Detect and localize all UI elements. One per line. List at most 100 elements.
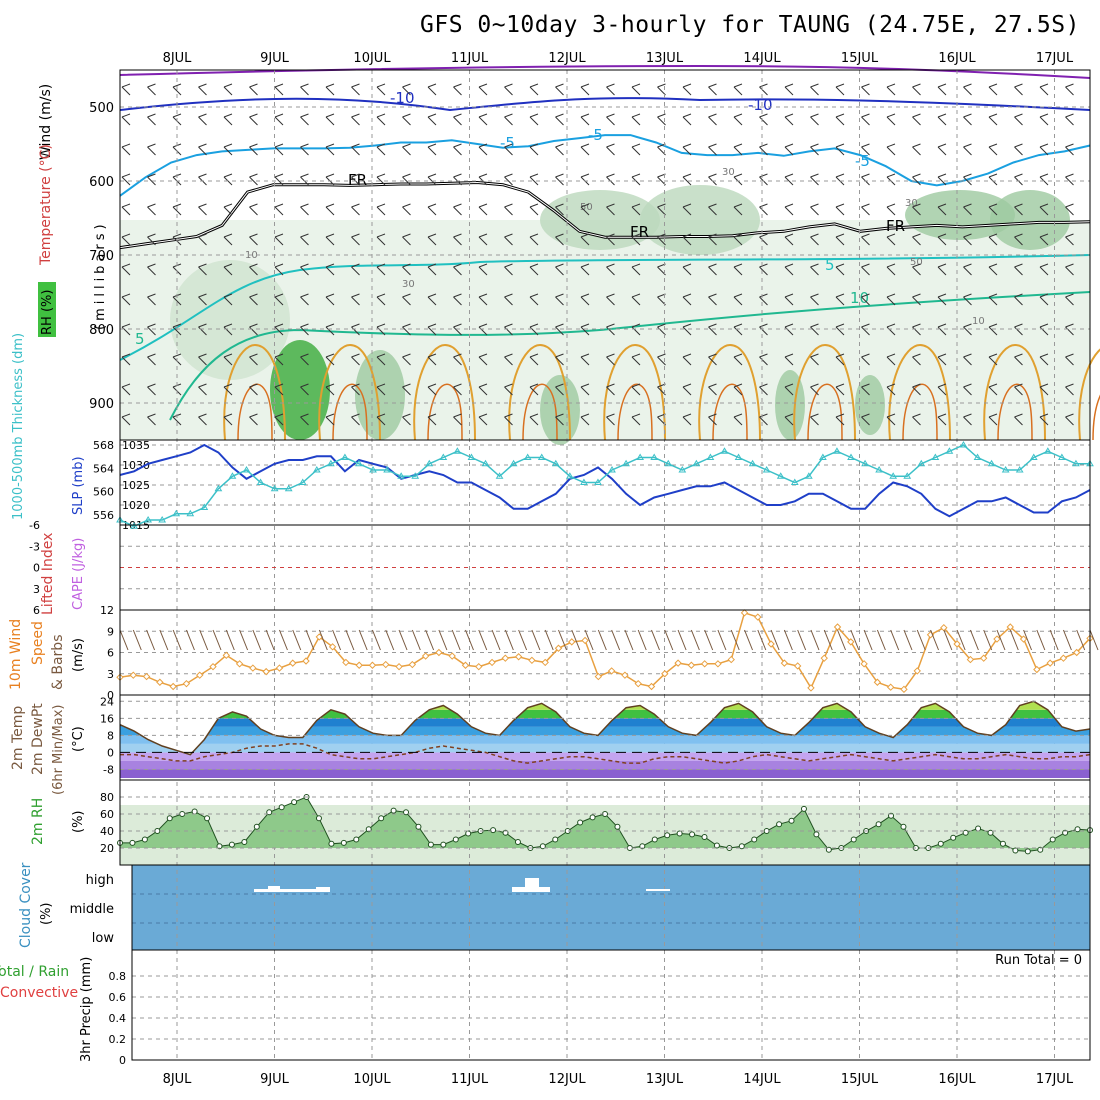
freezing-level-inner — [119, 181, 1091, 249]
wind-barb — [810, 233, 819, 246]
surface-wind-barb — [664, 629, 674, 651]
thickness-marker — [706, 453, 715, 460]
surface-wind-barb — [744, 629, 753, 651]
wind-barb — [988, 113, 998, 126]
wind-barb — [733, 233, 743, 246]
surface-wind-barb — [1076, 629, 1086, 651]
ylabel-rh-unit: (%) — [71, 811, 86, 834]
wind-barb — [478, 83, 488, 96]
temperature-contour — [902, 383, 938, 441]
wind-barb — [402, 383, 411, 396]
wind-barb — [121, 83, 131, 96]
wind-barb — [708, 413, 717, 426]
rh-marker — [514, 839, 521, 846]
ylabel-barbs: & Barbs — [50, 635, 66, 691]
wind-barb — [657, 353, 666, 366]
wind-barb — [682, 83, 692, 96]
wind-barb — [963, 113, 972, 126]
contour-label: 30 — [722, 167, 735, 178]
wind-barb — [810, 263, 819, 276]
surface-wind-barb — [332, 629, 342, 651]
wind-barb — [810, 203, 819, 216]
surface-wind-barb — [265, 629, 275, 651]
wind-barb — [1039, 353, 1049, 366]
rh-marker — [999, 840, 1006, 847]
wind-barb — [1014, 383, 1023, 396]
wind-barb — [300, 323, 309, 336]
wind-barb — [478, 233, 488, 246]
wind-barb — [784, 263, 794, 276]
wind-barb — [121, 263, 131, 276]
thickness-line — [119, 444, 1090, 528]
surface-wind-barb — [438, 629, 448, 651]
temp-band — [120, 752, 1090, 761]
wind-barb — [759, 293, 768, 306]
surface-wind-barb — [225, 629, 235, 651]
wind-speed-marker — [514, 653, 523, 661]
surface-wind-barb — [1049, 629, 1059, 651]
date-label-bottom: 14JUL — [743, 1072, 781, 1087]
thickness-marker — [608, 466, 616, 473]
wind-barb — [274, 383, 284, 396]
ylabel-thickness: 1000-500mb Thickness (dm) — [11, 333, 26, 520]
thickness-marker — [833, 447, 841, 454]
wind-barb — [504, 263, 513, 276]
thickness-marker — [580, 478, 588, 485]
ylabel-slp: SLP (mb) — [71, 456, 86, 515]
wind-barb — [478, 113, 488, 126]
wind-barb — [835, 293, 845, 306]
wind-barb — [784, 323, 794, 336]
temperature-contour — [508, 343, 571, 441]
wind-speed-marker — [169, 682, 177, 691]
thickness-marker — [228, 472, 237, 479]
temp-band — [120, 735, 1090, 744]
wind-barb — [580, 83, 590, 96]
wind-barb — [886, 113, 896, 126]
thickness-marker — [678, 466, 687, 473]
rh-marker — [378, 815, 385, 822]
wind-barb — [708, 113, 717, 126]
surface-wind-barb — [823, 629, 833, 651]
rh-marker — [813, 831, 820, 838]
wind-barb — [1039, 203, 1049, 216]
wind-barb — [402, 83, 411, 96]
wind-barb — [937, 233, 947, 246]
wind-barb — [376, 143, 386, 156]
wind-barb — [376, 263, 386, 276]
thickness-marker — [720, 447, 729, 454]
wind-barb — [708, 203, 717, 216]
wind-speed-marker — [435, 648, 443, 657]
wind-barb — [402, 263, 411, 276]
wind-speed-marker — [727, 655, 735, 664]
surface-wind-barb — [783, 629, 793, 651]
wind-barb — [759, 323, 768, 336]
wind-barb — [223, 353, 233, 366]
ylabel-rh: RH (%) — [40, 290, 55, 335]
wind-barb — [835, 263, 845, 276]
wind-barb — [1065, 173, 1074, 186]
wind-barb — [784, 173, 794, 186]
wind-barb — [682, 173, 692, 186]
thickness-marker — [1029, 453, 1038, 460]
wind-barb — [147, 323, 156, 336]
wind-barb — [937, 293, 947, 306]
li-tick: -6 — [29, 519, 40, 532]
surface-wind-barb — [398, 629, 408, 651]
rh-marker — [452, 836, 459, 843]
wind-barb — [529, 293, 539, 306]
wind-barb — [504, 173, 513, 186]
wind-tick: 12 — [100, 604, 114, 617]
wind-barb — [478, 413, 488, 426]
wind-speed-marker — [700, 660, 709, 668]
wind-barb — [631, 233, 641, 246]
surface-wind-barb — [358, 629, 368, 651]
wind-barb — [810, 353, 819, 366]
wind-barb — [555, 263, 564, 276]
contour-label: FR — [886, 217, 905, 235]
wind-barb — [376, 83, 386, 96]
wind-speed-marker — [156, 678, 164, 686]
wind-barb — [504, 83, 513, 96]
wind-barb — [453, 143, 462, 156]
temp-tick: 16 — [100, 712, 114, 725]
wind-barb — [427, 113, 437, 126]
